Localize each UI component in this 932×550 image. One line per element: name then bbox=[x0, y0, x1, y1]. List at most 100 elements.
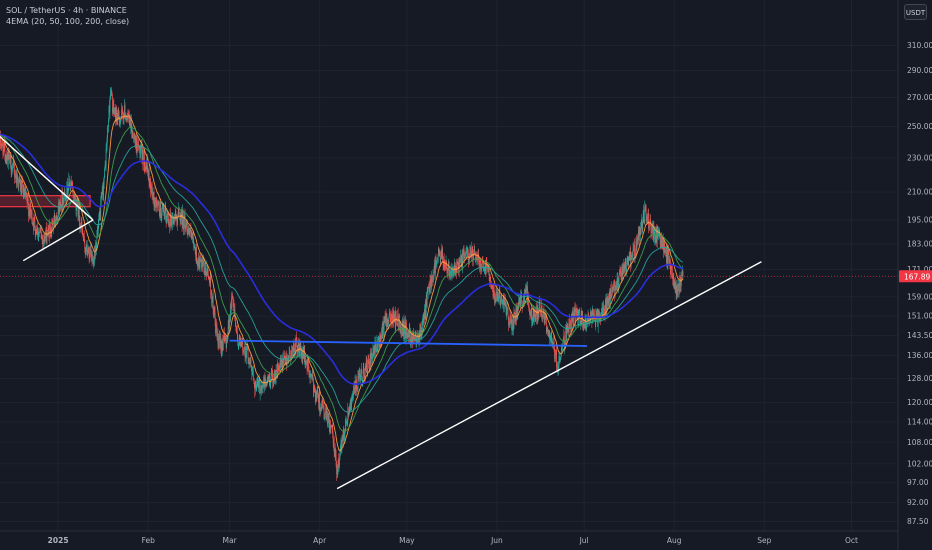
candle-body bbox=[649, 221, 650, 228]
candle-body bbox=[84, 248, 86, 253]
candle-body bbox=[391, 312, 393, 315]
candle-body bbox=[87, 253, 89, 254]
candle-body bbox=[393, 314, 395, 317]
candle-body bbox=[366, 369, 368, 374]
candle-body bbox=[428, 286, 430, 288]
candle-body bbox=[284, 357, 286, 359]
candle-body bbox=[83, 235, 85, 240]
candle-body bbox=[321, 399, 323, 404]
candle-body bbox=[512, 329, 513, 332]
candle-body bbox=[133, 137, 135, 141]
candle-body bbox=[219, 336, 220, 338]
candle-body bbox=[67, 188, 69, 193]
currency-badge[interactable]: USDT bbox=[904, 4, 927, 20]
candle-body bbox=[437, 256, 439, 259]
candle-body bbox=[676, 284, 678, 295]
candle-body bbox=[418, 334, 419, 342]
candle-body bbox=[44, 237, 46, 243]
candle-body bbox=[200, 260, 201, 262]
candle-body bbox=[77, 201, 79, 216]
candle-body bbox=[531, 308, 533, 326]
candle-body bbox=[681, 277, 682, 282]
candle-body bbox=[524, 289, 526, 292]
candle-body bbox=[346, 420, 348, 422]
candle-body bbox=[499, 291, 500, 294]
candle-body bbox=[544, 312, 545, 323]
candle-body bbox=[384, 316, 386, 323]
candle-body bbox=[118, 109, 120, 115]
candle-body bbox=[86, 243, 88, 245]
candle-body bbox=[434, 263, 436, 274]
candle-body bbox=[40, 231, 42, 239]
candle-body bbox=[343, 429, 344, 441]
trendline-2[interactable] bbox=[336, 261, 762, 490]
candle-body bbox=[376, 340, 378, 351]
candle-body bbox=[391, 314, 392, 325]
trendline-0[interactable] bbox=[0, 126, 94, 221]
candle-body bbox=[264, 377, 266, 381]
candle-body bbox=[565, 328, 567, 345]
trendline-1[interactable] bbox=[22, 219, 94, 262]
candle-body bbox=[334, 449, 336, 453]
candle-body bbox=[294, 349, 295, 357]
candle-body bbox=[22, 187, 24, 198]
candle-body bbox=[358, 374, 360, 379]
candle-body bbox=[128, 116, 130, 120]
candle-body bbox=[56, 217, 58, 221]
candle-body bbox=[546, 328, 548, 332]
candle-body bbox=[127, 111, 129, 116]
candle-body bbox=[298, 343, 299, 353]
candle-body bbox=[490, 286, 492, 289]
candle-body bbox=[381, 329, 383, 339]
horizontal-level[interactable] bbox=[229, 339, 588, 347]
drawing-layer[interactable] bbox=[0, 126, 762, 490]
candle-body bbox=[147, 170, 149, 175]
candle-body bbox=[251, 367, 252, 368]
candle-body bbox=[30, 203, 31, 212]
candle-body bbox=[515, 317, 516, 322]
candle-body bbox=[83, 235, 85, 240]
candle-body bbox=[66, 181, 68, 195]
candle-body bbox=[380, 337, 382, 343]
candle-body bbox=[88, 247, 89, 254]
candle-body bbox=[450, 272, 451, 276]
candle-body bbox=[293, 342, 295, 357]
candle-body bbox=[80, 225, 82, 228]
candle-body bbox=[3, 142, 5, 147]
candle-body bbox=[626, 258, 628, 262]
candle-body bbox=[19, 178, 21, 182]
candle-body bbox=[454, 265, 456, 273]
candle-body bbox=[214, 312, 216, 322]
candle-body bbox=[231, 297, 232, 309]
candle-body bbox=[644, 206, 646, 209]
candle-body bbox=[373, 349, 375, 357]
candle-body bbox=[223, 333, 225, 337]
candle-body bbox=[460, 255, 461, 262]
candle-body bbox=[43, 239, 44, 242]
candle-body bbox=[633, 247, 634, 250]
candle-body bbox=[571, 313, 572, 326]
candle-body bbox=[625, 261, 627, 272]
candle-body bbox=[70, 180, 72, 186]
candle-body bbox=[130, 118, 132, 127]
resistance-zone[interactable] bbox=[0, 195, 91, 208]
candle-body bbox=[140, 149, 141, 158]
y-tick-label: 97.00 bbox=[907, 478, 929, 487]
candle-body bbox=[283, 355, 285, 357]
candle-body bbox=[558, 355, 560, 367]
ema-20-line bbox=[0, 115, 684, 452]
candle-body bbox=[61, 192, 63, 208]
candle-body bbox=[355, 381, 356, 391]
candle-body bbox=[288, 357, 290, 362]
candle-body bbox=[18, 178, 20, 187]
candle-body bbox=[630, 257, 632, 267]
candle-body bbox=[402, 320, 403, 335]
candle-body bbox=[673, 277, 675, 285]
candle-body bbox=[308, 363, 309, 371]
candle-body bbox=[242, 349, 244, 353]
candle-body bbox=[374, 349, 375, 353]
candle-body bbox=[348, 408, 350, 415]
